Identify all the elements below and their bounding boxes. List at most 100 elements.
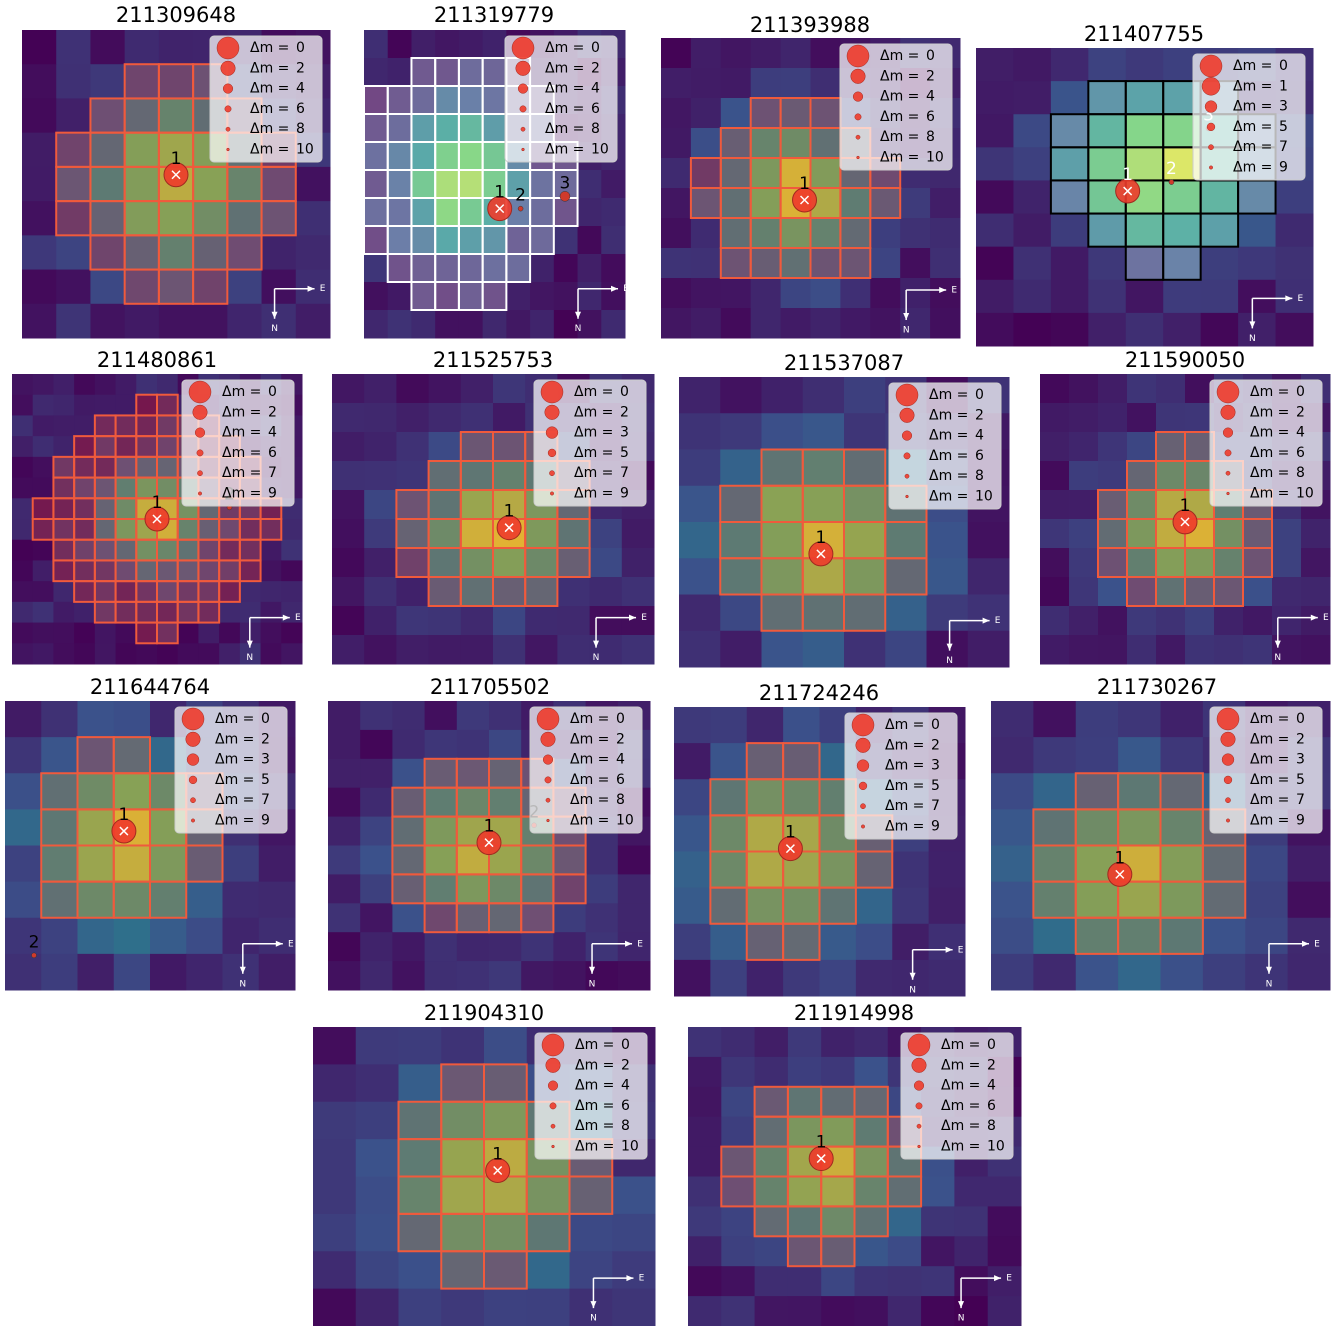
pixel xyxy=(441,1176,485,1215)
pixel xyxy=(553,845,587,875)
pixel xyxy=(360,932,393,962)
pixel xyxy=(460,519,494,549)
pixel xyxy=(954,1236,989,1267)
aperture-pixel xyxy=(386,253,413,283)
aperture-pixel xyxy=(1124,212,1165,248)
pixel xyxy=(1040,490,1070,520)
pixel xyxy=(364,519,397,549)
pixel xyxy=(493,461,526,491)
aperture-pixel xyxy=(481,281,508,311)
aperture-pixel xyxy=(820,1115,856,1148)
aperture-pixel xyxy=(753,1175,789,1208)
pixel xyxy=(1050,312,1089,347)
pixel xyxy=(398,1251,442,1290)
pixel xyxy=(1069,461,1099,491)
aperture-pixel xyxy=(73,518,96,541)
compass-north: N xyxy=(590,1314,597,1324)
pixel xyxy=(688,1027,722,1058)
aperture-pixel xyxy=(114,559,138,583)
pixel xyxy=(780,218,811,249)
pixel xyxy=(1214,606,1244,636)
aperture-pixel xyxy=(483,1100,528,1141)
pixel xyxy=(482,142,507,171)
legend-prefix: Δm = xyxy=(215,731,254,747)
pixel xyxy=(710,743,748,780)
pixel xyxy=(621,606,655,636)
aperture-pixel xyxy=(457,197,484,227)
aperture-pixel xyxy=(434,169,460,199)
pixel xyxy=(870,248,901,279)
legend-box xyxy=(181,379,295,507)
pixel xyxy=(802,449,845,487)
aperture-pixel xyxy=(434,141,460,171)
pixel xyxy=(411,142,436,171)
legend-prefix: Δm = xyxy=(250,142,289,158)
pixel xyxy=(690,308,722,339)
pixel xyxy=(387,226,412,255)
pixel xyxy=(987,1206,1022,1237)
aperture-pixel xyxy=(391,815,426,847)
pixel xyxy=(1050,48,1089,82)
legend-marker xyxy=(1208,144,1214,151)
pixel xyxy=(456,874,490,904)
compass-north: N xyxy=(903,326,910,336)
legend-prefix: Δm = xyxy=(570,813,609,829)
pixel xyxy=(193,269,228,305)
pixel xyxy=(157,456,179,479)
pixel xyxy=(1098,577,1128,607)
aperture-pixel xyxy=(176,518,200,541)
pixel xyxy=(12,622,34,644)
pixel xyxy=(720,308,752,339)
aperture-pixel xyxy=(434,113,460,143)
aperture-pixel xyxy=(753,1205,789,1238)
pixel xyxy=(1272,606,1302,636)
pixel xyxy=(553,874,587,904)
pixel xyxy=(239,581,262,603)
aperture-pixel xyxy=(114,476,138,500)
pixel xyxy=(398,1176,442,1215)
legend-marker xyxy=(846,44,870,68)
pixel xyxy=(157,601,179,624)
aperture-pixel xyxy=(1213,547,1244,578)
legend-value: 0 xyxy=(620,384,629,400)
panel-title: 211590050 xyxy=(1125,348,1245,372)
aperture-pixel xyxy=(853,1205,889,1238)
legend-value: 0 xyxy=(1296,384,1305,400)
pixel xyxy=(158,269,194,305)
legend-prefix: Δm = xyxy=(250,40,289,56)
legend-marker xyxy=(550,1123,556,1129)
pixel xyxy=(720,558,762,595)
legend-marker xyxy=(913,1080,925,1091)
pixel xyxy=(976,81,1014,115)
pixel xyxy=(761,485,804,523)
pixel xyxy=(113,881,151,919)
pixel xyxy=(802,594,845,632)
aperture-pixel xyxy=(760,521,804,560)
pixel xyxy=(783,743,820,780)
pixel xyxy=(976,180,1014,215)
pixel xyxy=(892,923,930,961)
pixel xyxy=(74,622,96,644)
pixel xyxy=(177,581,199,603)
pixel xyxy=(193,235,228,271)
pixel xyxy=(720,630,762,668)
pixel xyxy=(1245,953,1289,991)
legend-marker xyxy=(1222,427,1234,438)
legend-prefix: Δm = xyxy=(880,48,919,64)
legend-box xyxy=(1209,379,1323,507)
legend-prefix: Δm = xyxy=(1250,384,1289,400)
compass-north: N xyxy=(1274,653,1281,663)
legend-marker xyxy=(511,36,535,60)
pixel xyxy=(585,961,619,991)
pixel xyxy=(360,787,393,818)
pixel xyxy=(855,887,893,925)
pixel xyxy=(887,1206,922,1237)
pixel xyxy=(679,522,721,559)
pixel xyxy=(1118,917,1161,955)
legend-value: 8 xyxy=(621,1118,630,1134)
pixel xyxy=(1202,953,1246,991)
pixel xyxy=(115,374,137,396)
pixel xyxy=(661,68,692,99)
pixel xyxy=(12,498,34,520)
pixel xyxy=(1243,548,1273,578)
